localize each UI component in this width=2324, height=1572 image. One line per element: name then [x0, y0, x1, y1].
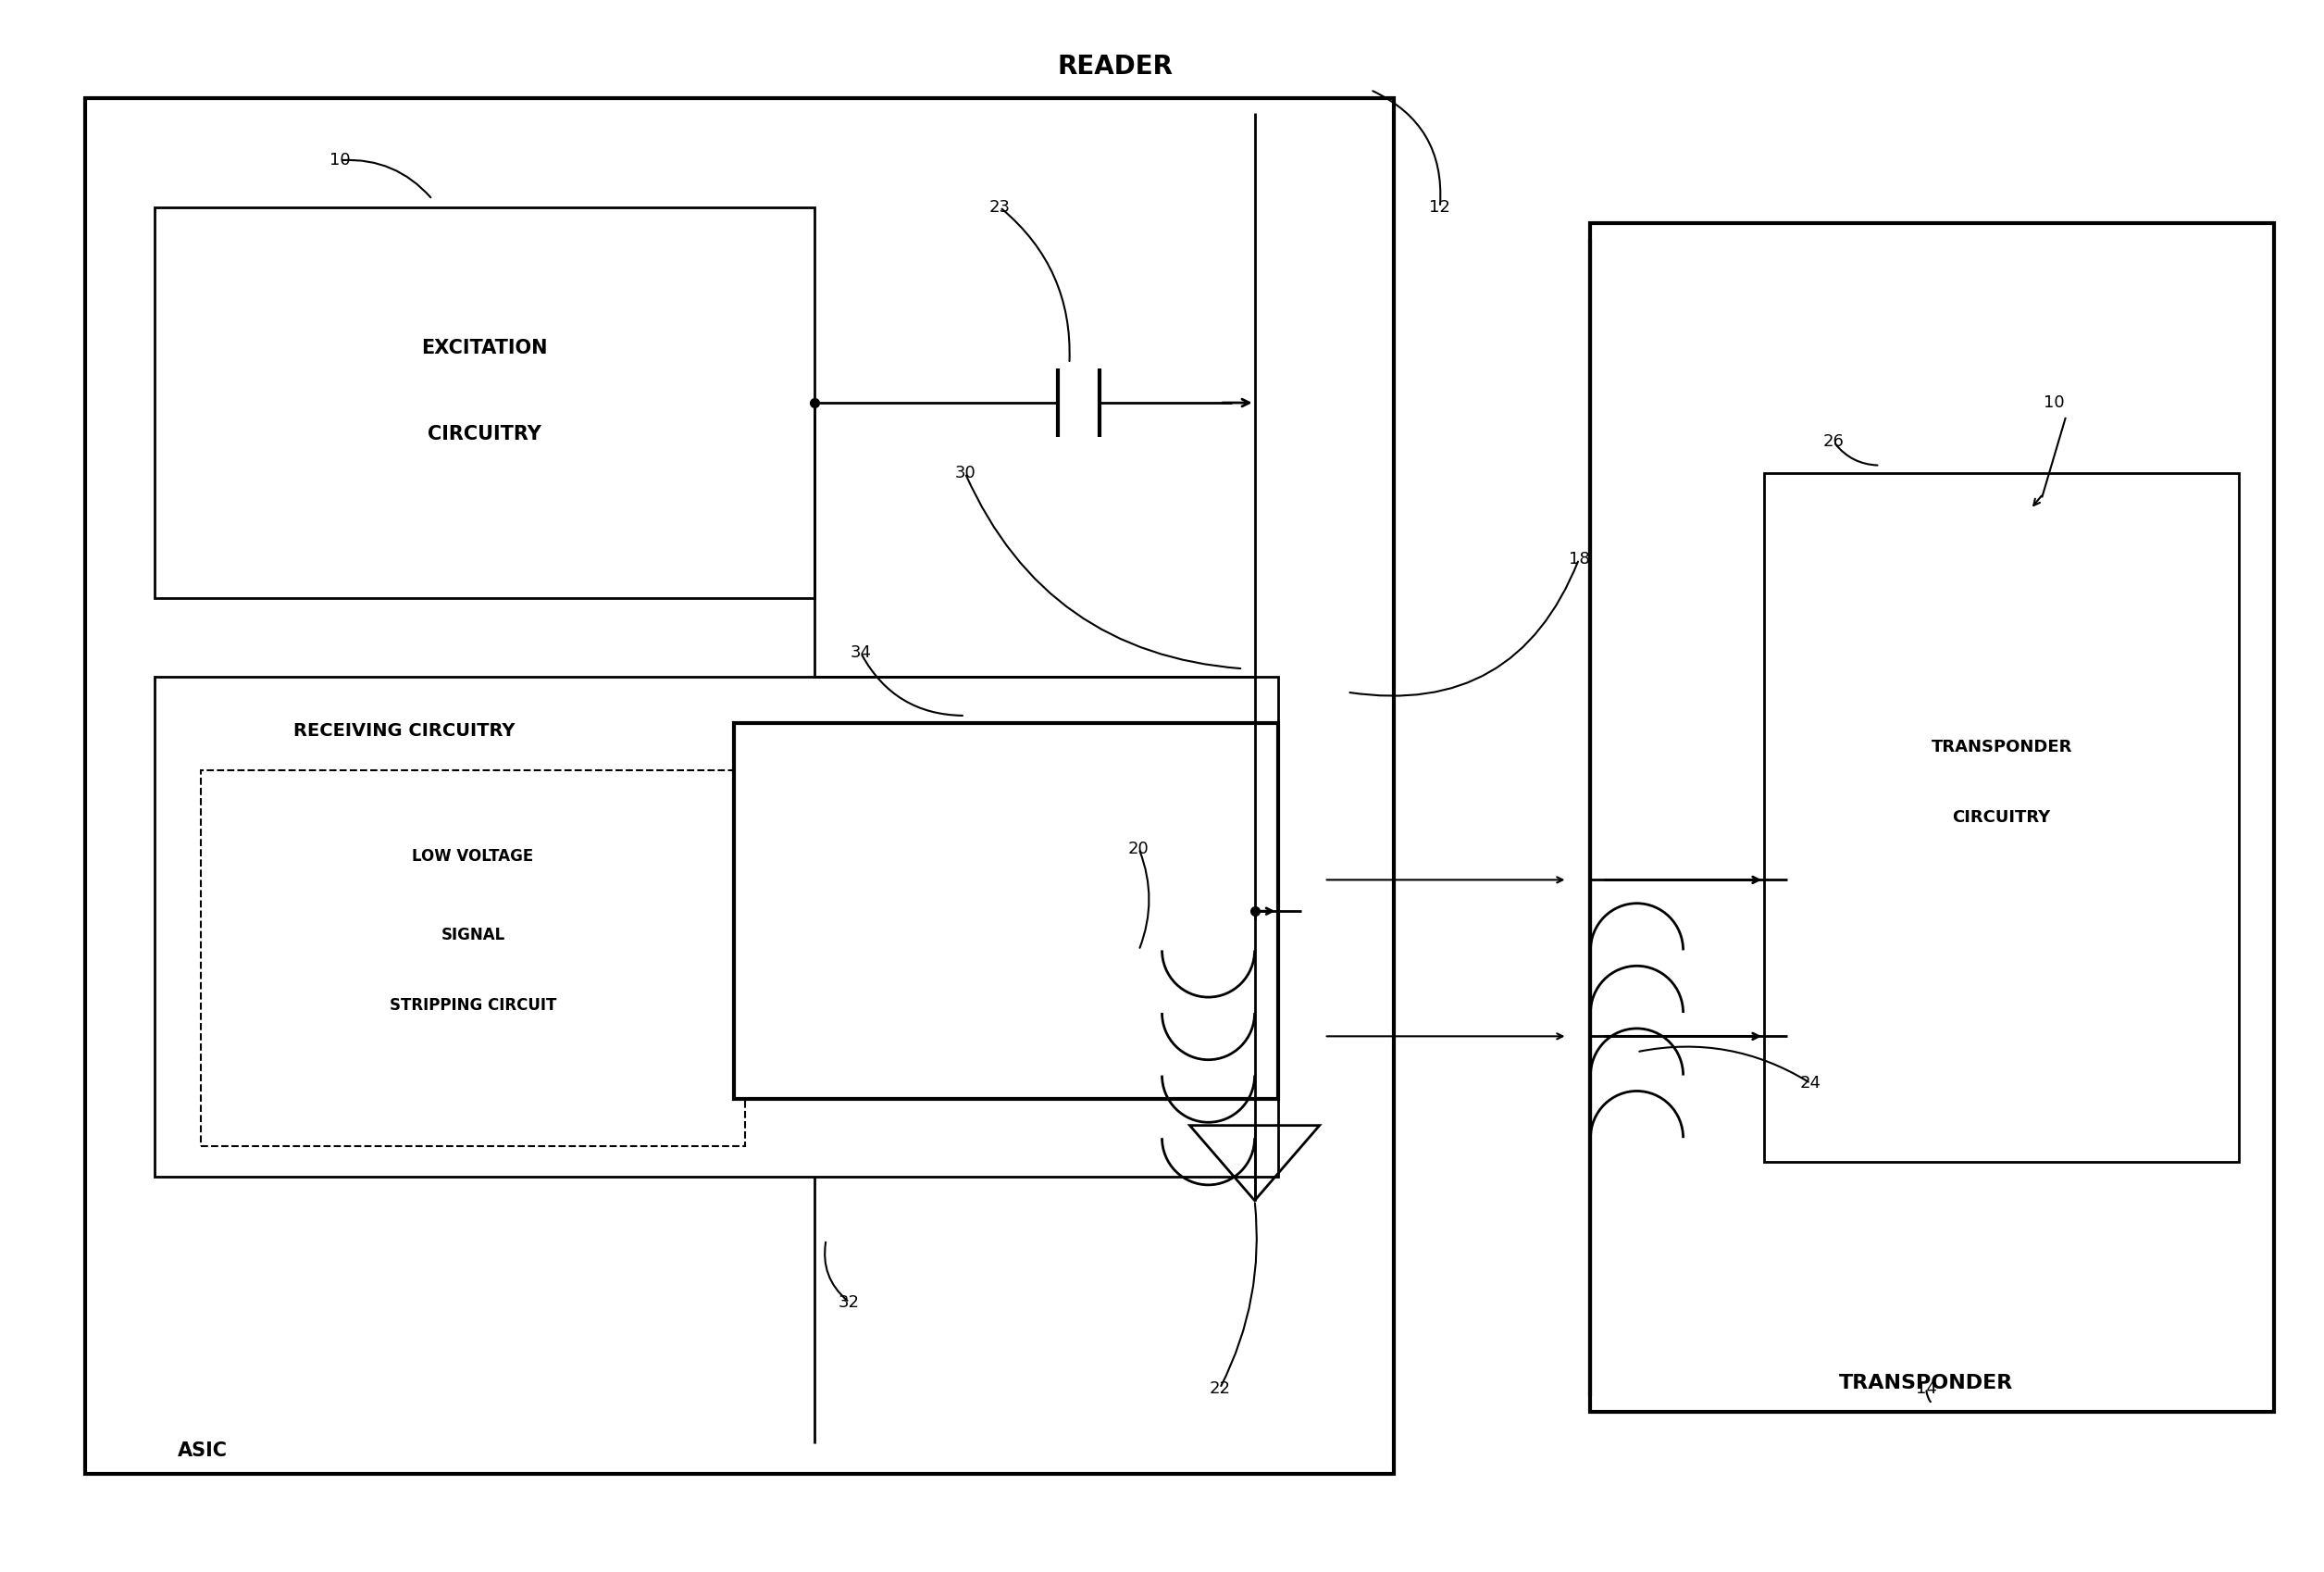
Text: 10: 10 [2043, 395, 2064, 412]
Bar [1590, 223, 2273, 1412]
Bar [1764, 473, 2238, 1162]
Bar [734, 723, 1278, 1099]
Bar [86, 97, 1394, 1475]
Text: CIRCUITRY: CIRCUITRY [428, 424, 541, 443]
Text: 22: 22 [1208, 1380, 1229, 1396]
Text: 10: 10 [330, 152, 351, 168]
Text: 34: 34 [851, 645, 872, 662]
Text: 23: 23 [990, 200, 1011, 215]
Text: CIRCUITRY: CIRCUITRY [1952, 810, 2050, 825]
Text: 32: 32 [839, 1294, 860, 1311]
Text: 20: 20 [1129, 841, 1150, 857]
Text: EXCITATION: EXCITATION [421, 338, 548, 357]
Text: TRANSPONDER: TRANSPONDER [1931, 739, 2073, 755]
Bar [200, 770, 746, 1146]
Text: 26: 26 [1822, 434, 1845, 450]
Text: TRANSPONDER: TRANSPONDER [1838, 1374, 2013, 1393]
Text: 30: 30 [955, 465, 976, 481]
Text: STRIPPING CIRCUIT: STRIPPING CIRCUIT [390, 997, 555, 1014]
Text: LOW VOLTAGE: LOW VOLTAGE [411, 847, 535, 865]
Text: RECEIVING CIRCUITRY: RECEIVING CIRCUITRY [293, 723, 516, 740]
Bar [153, 676, 1278, 1177]
Text: 24: 24 [1799, 1075, 1822, 1091]
Text: READER: READER [1057, 53, 1174, 80]
Text: 14: 14 [1915, 1380, 1936, 1396]
Text: 12: 12 [1429, 200, 1450, 215]
Text: ASIC: ASIC [177, 1442, 228, 1460]
Text: SIGNAL: SIGNAL [442, 926, 504, 943]
Text: 18: 18 [1569, 550, 1590, 567]
Bar [153, 208, 813, 599]
